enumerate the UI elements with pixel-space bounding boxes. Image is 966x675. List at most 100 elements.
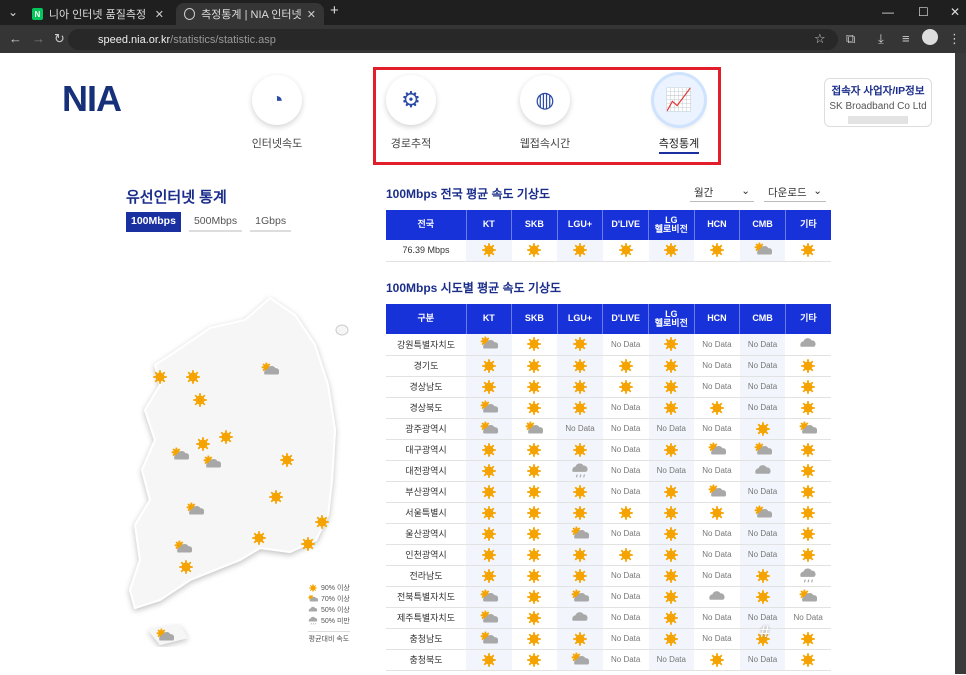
- weather-cell: [466, 502, 512, 524]
- weather-cell: [694, 481, 740, 503]
- table-row: 경기도 No Data No Data: [386, 355, 831, 377]
- maximize-icon[interactable]: ☐: [918, 5, 929, 19]
- map-region-marker[interactable]: [278, 451, 296, 469]
- map-region-marker[interactable]: [313, 513, 331, 531]
- map-legend: 90% 이상 70% 이상 50% 이상 50% 미만 평균대비 속도: [308, 582, 350, 643]
- map-region-marker[interactable]: [194, 435, 212, 453]
- direction-select[interactable]: 다운로드 ⌄: [764, 184, 826, 202]
- extensions-icon[interactable]: ⧉: [846, 31, 856, 46]
- period-select[interactable]: 월간 ⌄: [690, 184, 754, 202]
- map-region-marker[interactable]: [191, 391, 209, 409]
- weather-cell: [466, 418, 512, 440]
- table-row: 광주광역시 No Data No Data No Data No Data: [386, 418, 831, 440]
- map-region-marker[interactable]: [299, 535, 317, 553]
- isp-label: SKB: [524, 219, 544, 230]
- map-region-marker[interactable]: [261, 361, 280, 379]
- new-tab-icon[interactable]: +: [330, 2, 339, 19]
- sun-weather-icon: [801, 442, 815, 457]
- nia-logo[interactable]: NIA: [62, 78, 122, 119]
- reload-icon[interactable]: ↻: [54, 31, 65, 46]
- route-icon: ⚙: [386, 75, 436, 125]
- weather-cell: [648, 628, 695, 650]
- tab-500mbps[interactable]: 500Mbps: [188, 212, 243, 232]
- forward-icon[interactable]: →: [32, 31, 45, 46]
- sun-weather-icon: [527, 243, 542, 257]
- close-tab-icon[interactable]: ✕: [154, 8, 164, 21]
- menu-route-trace[interactable]: ⚙ 경로추적: [371, 75, 451, 151]
- sun-weather-icon: [618, 243, 633, 257]
- weather-cell: [739, 240, 786, 262]
- url-input[interactable]: speed.nia.or.kr/statistics/statistic.asp: [68, 29, 838, 50]
- menu-statistics[interactable]: 📈 측정통계: [639, 75, 719, 154]
- partly-weather-icon: [571, 589, 590, 601]
- map-region-marker[interactable]: [217, 428, 235, 446]
- map-region-marker[interactable]: [250, 529, 268, 547]
- no-data-cell: No Data: [785, 607, 831, 629]
- close-window-icon[interactable]: ✕: [950, 5, 961, 19]
- tab-1gbps[interactable]: 1Gbps: [250, 212, 292, 232]
- no-data-cell: No Data: [694, 607, 740, 629]
- no-data-cell: No Data: [602, 649, 649, 671]
- col-header-isp: 기타: [784, 304, 831, 334]
- sun-weather-icon: [527, 484, 542, 499]
- isp-label: KT: [482, 219, 495, 230]
- sun-weather-icon: [527, 526, 542, 541]
- back-icon[interactable]: ←: [9, 31, 22, 46]
- national-table: 전국 KT SKB LGU+ D'LIVE LG 헬로비전LG헬로비전 HCN CMB 기타 76…: [386, 210, 831, 262]
- tab-title: 측정통계 | NIA 인터넷 품질측정: [201, 9, 301, 21]
- col-header-isp: KT: [465, 304, 512, 334]
- map-region-marker[interactable]: [174, 539, 193, 557]
- profile-avatar[interactable]: [922, 29, 938, 45]
- tab-100mbps[interactable]: 100Mbps: [126, 212, 181, 232]
- bookmark-star-icon[interactable]: ☆: [814, 31, 826, 46]
- tab-search-icon[interactable]: ⌄: [8, 5, 19, 19]
- browser-tab-naver[interactable]: N 니아 인터넷 품질측정 : 네이버 ✕: [24, 3, 172, 25]
- sun-weather-icon: [755, 568, 770, 583]
- weather-cell: [511, 481, 558, 503]
- scrollbar[interactable]: [955, 53, 966, 674]
- col-header-isp: LG 헬로비전LG헬로비전: [648, 304, 695, 334]
- table-row: 대전광역시 No Data No Data No Data: [386, 460, 831, 482]
- map-region-marker[interactable]: [186, 501, 205, 519]
- close-tab-icon[interactable]: ✕: [306, 8, 316, 21]
- partly-weather-icon: [754, 242, 772, 255]
- weather-cell: [557, 460, 603, 482]
- weather-cell: [648, 355, 695, 377]
- weather-cell: [466, 481, 512, 503]
- menu-icon[interactable]: ⋮: [948, 31, 961, 46]
- regional-title: 100Mbps 시도별 평균 속도 기상도: [386, 281, 562, 295]
- sun-weather-icon: [527, 463, 542, 478]
- region-name: 부산광역시: [386, 481, 466, 503]
- sun-weather-icon: [801, 631, 815, 646]
- partly-weather-icon: [480, 610, 499, 622]
- map-region-marker[interactable]: [177, 558, 195, 576]
- legend-item: 90% 이상: [308, 582, 350, 593]
- weather-cell: [694, 397, 740, 419]
- korea-mainland: [128, 296, 337, 610]
- menu-web-access-time[interactable]: ◍ 웹접속시간: [505, 75, 585, 151]
- minimize-icon[interactable]: —: [882, 5, 894, 19]
- no-data-cell: No Data: [602, 439, 649, 461]
- partly-weather-icon: [480, 336, 499, 349]
- map-region-marker[interactable]: [151, 368, 169, 386]
- menu-label: 웹접속시간: [519, 138, 571, 150]
- isp-label: LG 헬로비전: [654, 308, 688, 328]
- media-icon[interactable]: ≡: [902, 31, 910, 46]
- download-icon[interactable]: ⤓: [878, 31, 884, 46]
- map-region-marker[interactable]: [156, 627, 175, 645]
- ip-address-blurred: [848, 116, 908, 124]
- weather-cell: [739, 586, 786, 608]
- sun-weather-icon: [527, 442, 542, 457]
- partly-weather-icon: [261, 362, 280, 375]
- browser-tab-active[interactable]: 측정통계 | NIA 인터넷 품질측정 ✕: [176, 3, 324, 25]
- weather-cell: [785, 523, 831, 545]
- no-data-cell: No Data: [739, 649, 786, 671]
- menu-internet-speed[interactable]: ◔ 인터넷속도: [237, 75, 317, 151]
- weather-cell: [602, 355, 649, 377]
- map-region-marker[interactable]: [171, 446, 190, 464]
- weather-cell: [511, 240, 558, 262]
- map-region-marker[interactable]: [184, 368, 202, 386]
- legend-label: 50% 미만: [321, 617, 350, 625]
- map-region-marker[interactable]: [203, 454, 222, 472]
- map-region-marker[interactable]: [267, 488, 285, 506]
